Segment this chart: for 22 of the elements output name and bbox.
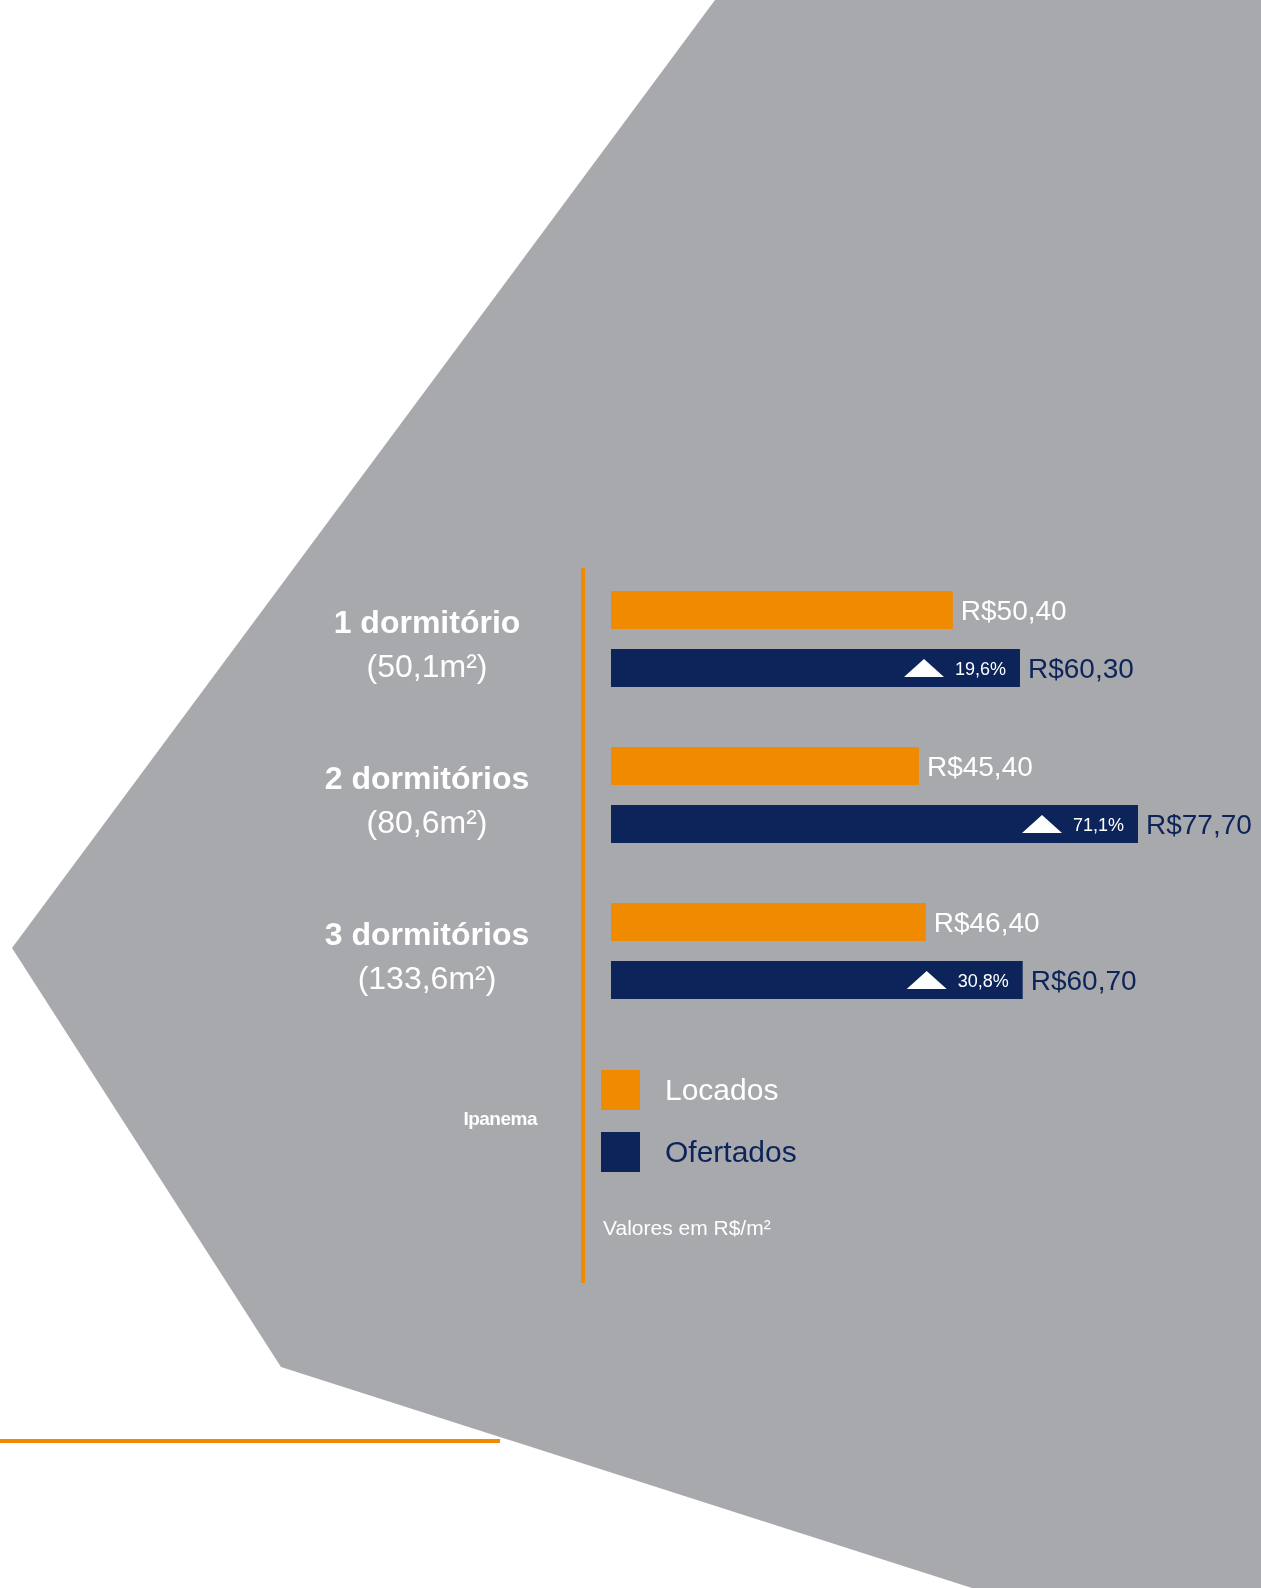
bar [611, 805, 1138, 843]
annotation: 19,6% [954, 659, 1006, 679]
text: Ipanema [462, 1108, 537, 1130]
y-tick-label: 2 dormitórios (80,6m²) [324, 760, 530, 840]
data-label: R$60,70 [1030, 965, 1137, 996]
annotation: 30,8% [957, 971, 1009, 991]
data-label: R$46,40 [933, 907, 1040, 938]
data-label: R$77,70 [1146, 809, 1252, 840]
annotation: 71,1% [1072, 815, 1124, 835]
data-label: R$45,40 [926, 751, 1033, 782]
text: Valores em R$/m² [603, 1216, 771, 1240]
bar [611, 903, 926, 941]
bar [611, 649, 1020, 687]
bar [611, 591, 953, 629]
bar [611, 961, 1023, 999]
y-tick-label: 3 dormitórios (133,6m²) [324, 916, 530, 996]
legend-label: Ofertados [665, 1135, 797, 1169]
data-label: R$50,40 [960, 595, 1067, 626]
y-tick-label: 1 dormitório (50,1m²) [333, 604, 521, 684]
legend-label: Locados [665, 1073, 779, 1107]
bar [611, 747, 919, 785]
data-label: R$60,30 [1027, 653, 1134, 684]
